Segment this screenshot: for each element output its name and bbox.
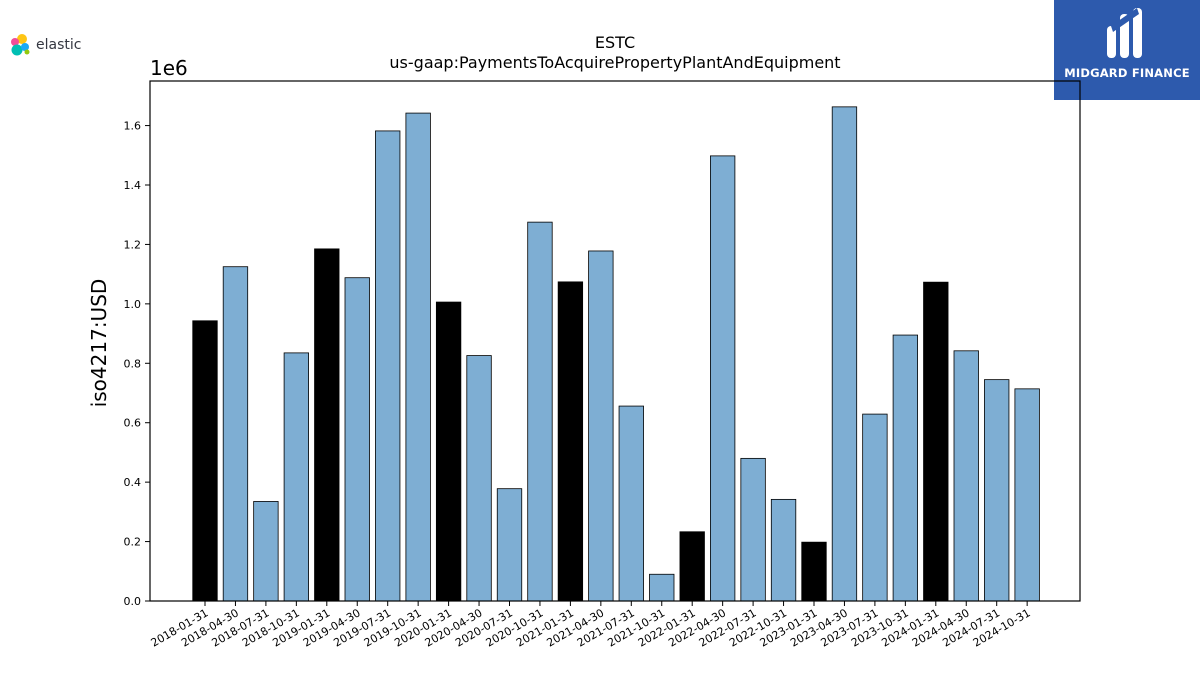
midgard-logo-text: MIDGARD FINANCE [1064, 66, 1190, 80]
x-ticks-group: 2018-01-312018-04-302018-07-312018-10-31… [149, 601, 1033, 650]
bar-2018-04-30 [222, 266, 249, 602]
bar-2024-07-31 [984, 379, 1010, 602]
y-tick-label: 1.0 [124, 298, 142, 311]
midgard-logo-icon [1107, 8, 1142, 58]
bars-group [192, 106, 1040, 602]
bar-2023-01-31 [801, 541, 827, 602]
bar-2022-04-30 [710, 155, 736, 602]
bar-2019-10-31 [405, 112, 431, 602]
bar-2023-04-30 [831, 106, 858, 602]
bar-2023-07-31 [862, 413, 888, 602]
bar-2023-10-31 [892, 334, 918, 602]
bar-2019-04-30 [344, 277, 370, 602]
y-axis-offset-label: 1e6 [150, 56, 188, 80]
y-tick-label: 0.4 [124, 476, 142, 489]
bar-2018-10-31 [283, 352, 310, 602]
bar-2022-10-31 [770, 498, 797, 602]
bar-2024-01-31 [923, 281, 949, 602]
elastic-logo-text: elastic [36, 37, 82, 53]
bar-2019-01-31 [314, 248, 340, 602]
bar-2020-10-31 [527, 221, 553, 602]
bar-2018-07-31 [253, 501, 279, 602]
bar-2022-07-31 [740, 457, 766, 602]
bar-2021-10-31 [649, 573, 675, 602]
y-tick-label: 1.6 [124, 120, 142, 133]
y-tick-label: 0.0 [124, 595, 142, 608]
y-axis-label: iso4217:USD [87, 279, 111, 408]
plot-frame [149, 80, 1081, 602]
bar-2022-01-31 [679, 531, 705, 602]
bar-2021-04-30 [588, 250, 614, 602]
y-ticks-group: 0.0 0.2 0.4 0.6 0.8 1.0 1.2 1.4 1.6 [124, 120, 150, 608]
bar-2019-07-31 [375, 130, 401, 602]
bar-2021-01-31 [557, 281, 584, 602]
bar-2021-07-31 [618, 405, 644, 602]
elastic-logo: elastic [8, 32, 81, 58]
y-tick-label: 0.6 [124, 417, 142, 430]
midgard-finance-logo: MIDGARD FINANCE [1054, 0, 1200, 100]
bar-2024-04-30 [953, 350, 979, 602]
elastic-logo-icon [11, 34, 30, 56]
bar-2020-07-31 [496, 488, 523, 602]
bar-2018-01-31 [192, 320, 218, 602]
y-tick-label: 1.2 [124, 238, 142, 251]
bar-2024-10-31 [1014, 388, 1040, 602]
bar-2020-01-31 [435, 301, 462, 602]
y-tick-label: 0.8 [124, 357, 142, 370]
chart-subtitle: us-gaap:PaymentsToAcquirePropertyPlantAn… [389, 53, 840, 72]
bar-2020-04-30 [466, 355, 492, 602]
y-tick-label: 1.4 [124, 179, 142, 192]
chart-title: ESTC [595, 33, 635, 52]
y-tick-label: 0.2 [124, 536, 142, 549]
